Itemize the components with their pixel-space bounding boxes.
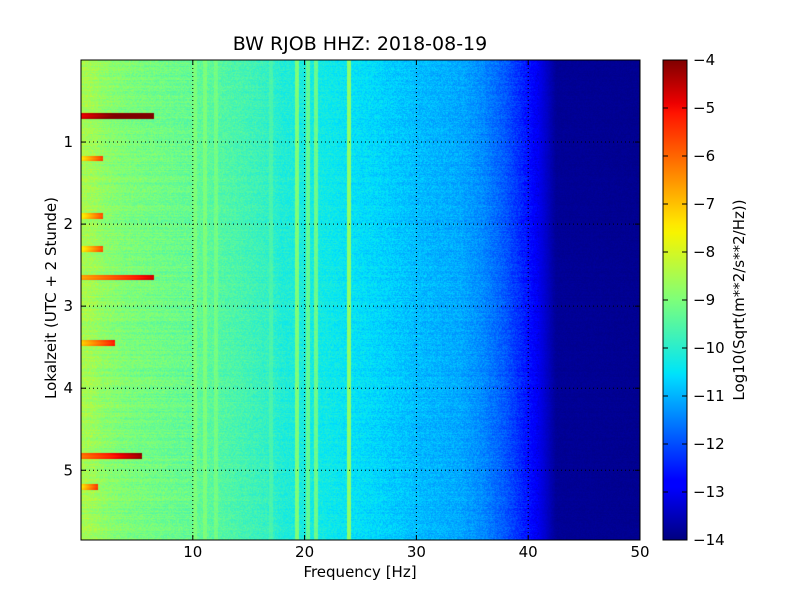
- y-tick-label: 1: [63, 133, 73, 151]
- colorbar-tick-label: −13: [693, 483, 725, 501]
- colorbar-tick-label: −4: [693, 51, 715, 69]
- colorbar-tick-label: −9: [693, 291, 715, 309]
- colorbar-tick-label: −12: [693, 435, 725, 453]
- y-tick-label: 5: [63, 461, 73, 479]
- plot-area: 10 20 30 40 50 1 2 3 4 5: [63, 59, 650, 561]
- x-axis-ticks: 10 20 30 40 50: [183, 60, 650, 561]
- y-tick-label: 4: [63, 379, 73, 397]
- spectrogram-image: [81, 60, 640, 540]
- colorbar-ticks: −4 −5 −6 −7 −8 −9 −10 −11 −12 −13 −14: [663, 51, 725, 549]
- x-tick-label: 30: [407, 543, 426, 561]
- chart-title: BW RJOB HHZ: 2018-08-19: [233, 33, 487, 55]
- plot-frame: [80, 59, 641, 541]
- y-tick-label: 2: [63, 215, 73, 233]
- x-tick-label: 20: [295, 543, 314, 561]
- colorbar-tick-label: −7: [693, 195, 715, 213]
- colorbar: −4 −5 −6 −7 −8 −9 −10 −11 −12 −13 −14: [662, 51, 725, 549]
- colorbar-tick-label: −11: [693, 387, 725, 405]
- y-axis-ticks: 1 2 3 4 5: [63, 133, 640, 479]
- colorbar-tick-label: −10: [693, 339, 725, 357]
- colorbar-tick-label: −6: [693, 147, 715, 165]
- y-axis-label: Lokalzeit (UTC + 2 Stunde): [42, 197, 60, 399]
- colorbar-tick-label: −14: [693, 531, 725, 549]
- colorbar-label: Log10(Sqrt(m**2/s**2/Hz)): [730, 199, 748, 400]
- grid-lines: [81, 60, 640, 540]
- x-tick-label: 10: [183, 543, 202, 561]
- colorbar-tick-label: −5: [693, 99, 715, 117]
- y-tick-label: 3: [63, 297, 73, 315]
- x-tick-label: 40: [519, 543, 538, 561]
- colorbar-tick-label: −8: [693, 243, 715, 261]
- x-tick-label: 50: [630, 543, 649, 561]
- x-axis-label: Frequency [Hz]: [303, 563, 416, 581]
